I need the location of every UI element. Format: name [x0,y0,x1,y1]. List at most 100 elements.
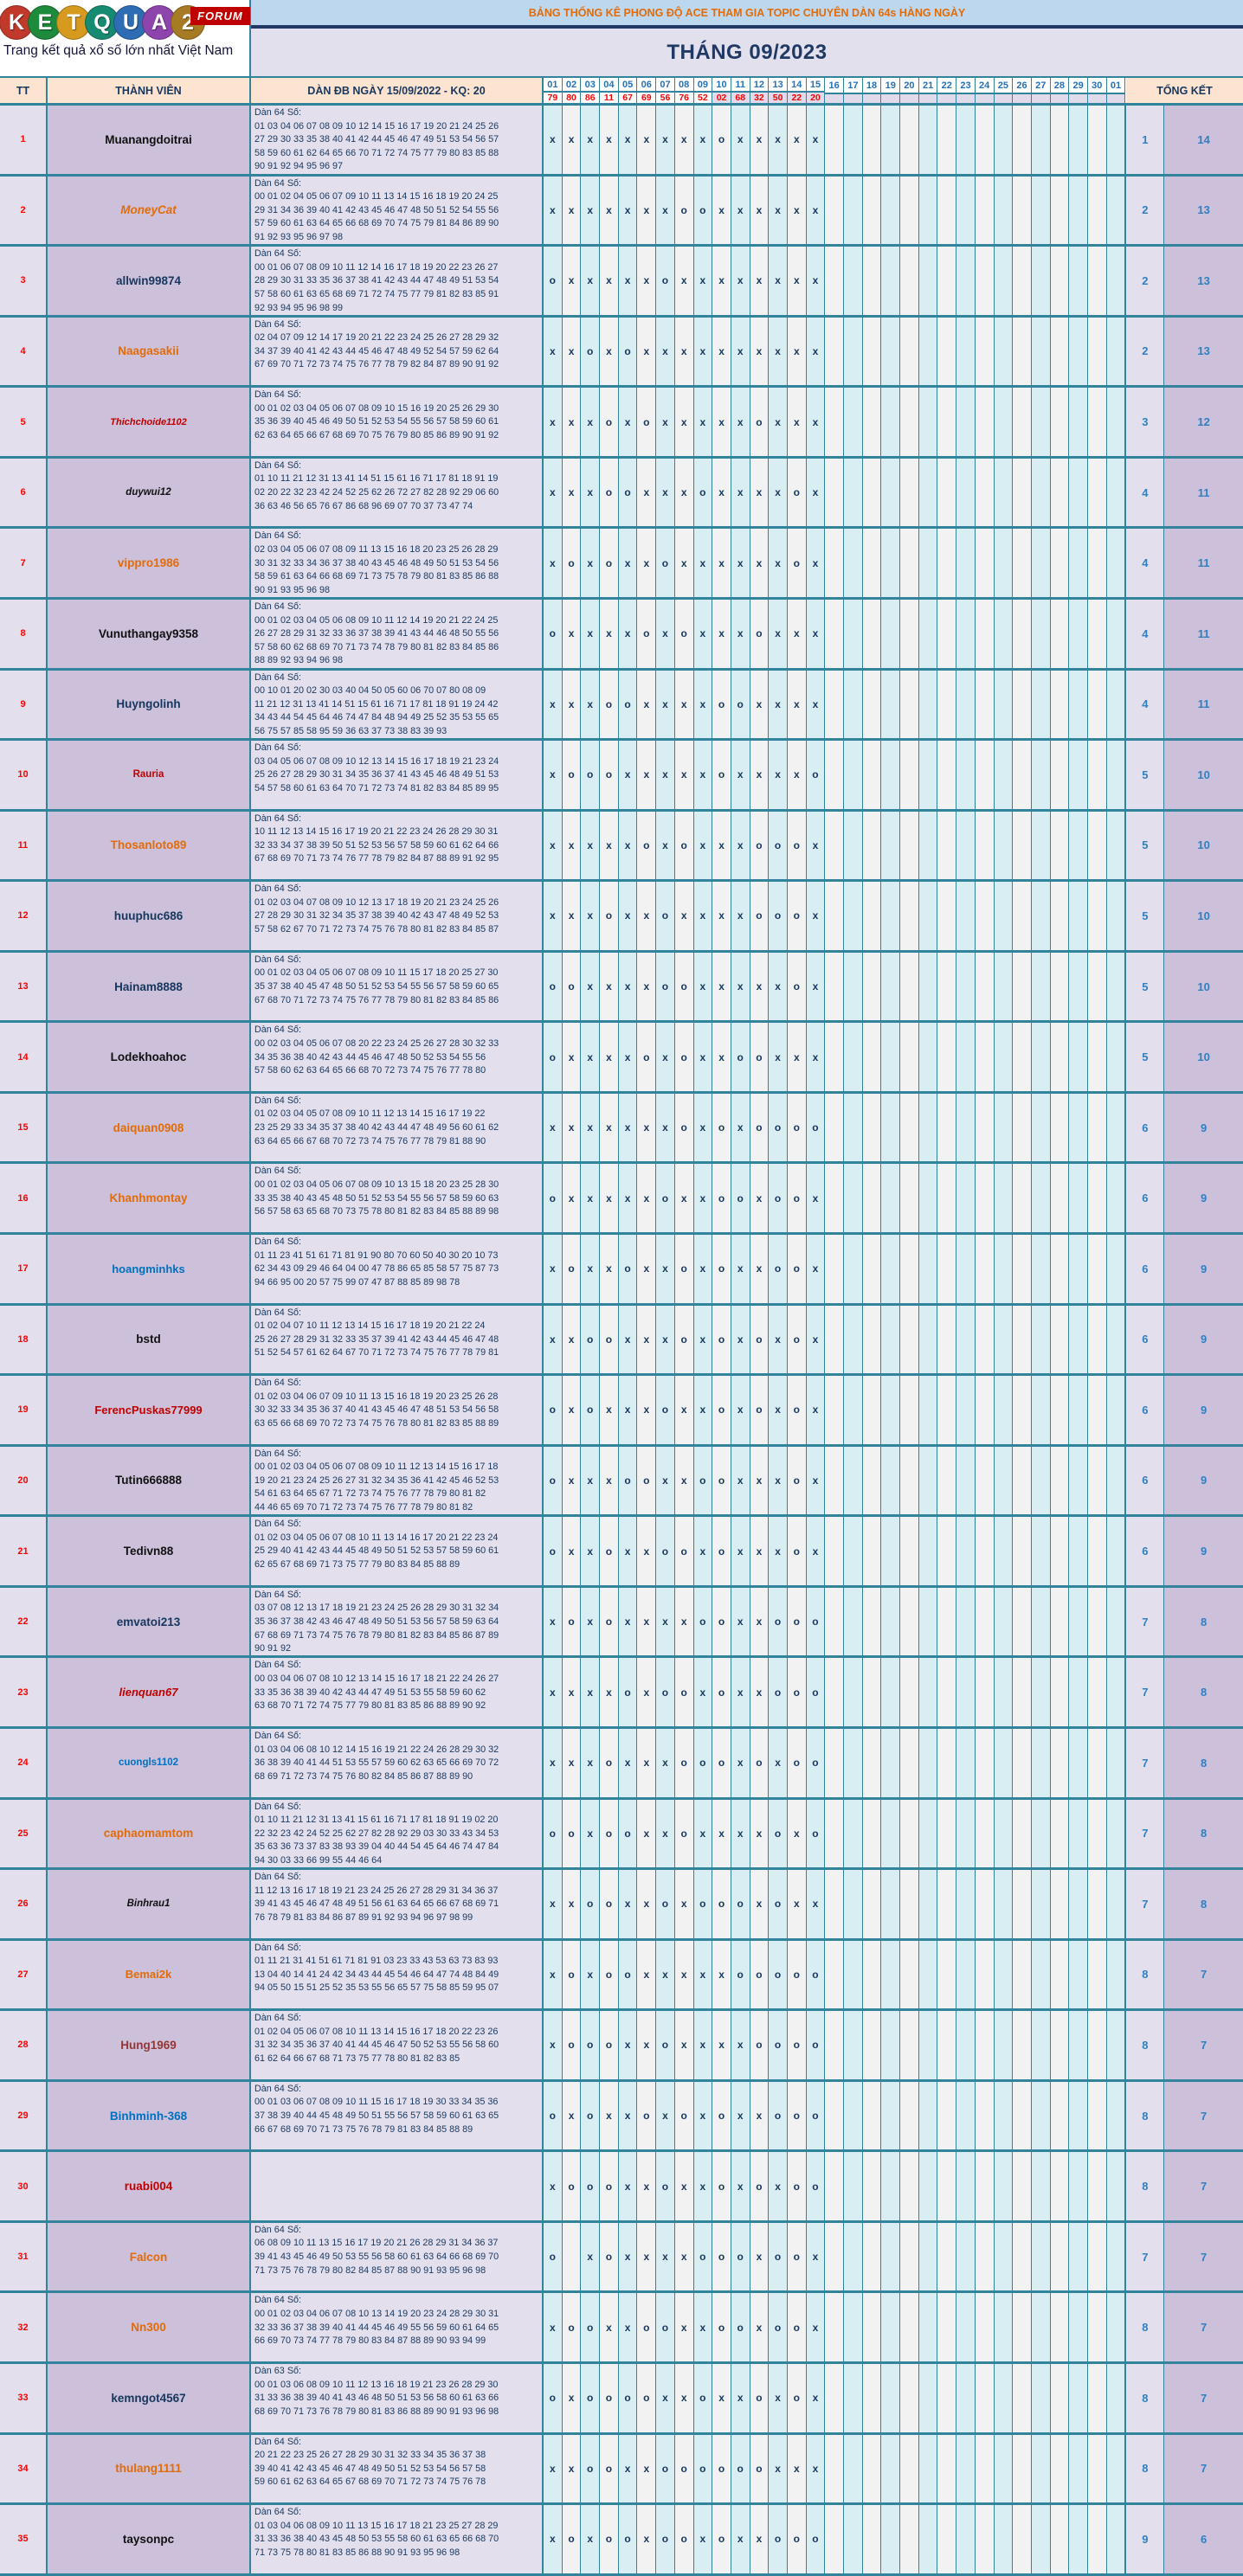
day-mark-cell [1013,1093,1032,1162]
day-mark-cell: x [581,1658,601,1726]
member-name[interactable]: allwin99874 [115,273,182,287]
day-mark-cell: o [674,811,694,880]
member-name[interactable]: Vunuthangay9358 [98,626,199,640]
member-name[interactable]: Falcon [129,2250,168,2264]
member-cell: kemngot4567 [48,2364,251,2432]
table-row: 26 Binhrau1 Dàn 64 Số: 11 12 13 16 17 18 19… [0,1870,1243,1941]
member-name[interactable]: Hainam8888 [114,980,183,993]
member-name[interactable]: duywui12 [126,487,171,498]
day-mark-cell: x [581,1940,601,2009]
total-value: 8 [1164,1870,1243,1938]
day-mark-cell [918,106,938,174]
member-name[interactable]: Thosanloto89 [110,838,187,852]
day-mark-cell: o [600,2222,619,2291]
member-name[interactable]: thulang1111 [115,2462,182,2476]
day-mark-cell [1013,1870,1032,1938]
member-name[interactable]: lienquan67 [119,1686,178,1699]
member-name[interactable]: Nn300 [131,2321,166,2335]
table-row: 22 emvatoi213 Dàn 64 Số: 03 07 08 12 13 17 … [0,1587,1243,1659]
day-mark-cell [918,2081,938,2150]
dan-numbers-cell: Dàn 64 Số: 20 21 22 23 25 26 27 28 29 30 … [251,2434,544,2503]
dan-numbers-cell: Dàn 64 Số: 01 10 11 21 12 31 13 41 14 51 … [251,458,544,527]
day-mark-cell: o [787,1728,807,1797]
day-mark-cell: x [600,176,619,245]
day-mark-cell [900,1446,919,1515]
member-name[interactable]: Muanangdoitrai [105,132,192,146]
member-name[interactable]: daiquan0908 [113,1121,184,1134]
member-name[interactable]: huuphuc686 [113,909,184,922]
member-name[interactable]: Huyngolinh [116,697,181,711]
member-name[interactable]: Binhminh-368 [109,2109,188,2123]
member-name[interactable]: Rauria [132,769,164,781]
member-name[interactable]: MoneyCat [120,203,177,217]
day-mark-cell: o [618,1235,638,1303]
day-mark-cell: x [693,247,713,315]
day-mark-cell: o [656,529,675,597]
dan-numbers-cell: Dàn 64 Số: 01 02 03 04 05 07 08 09 10 11 … [251,1093,544,1162]
dan-line: Dàn 64 Số: [254,742,302,754]
dan-line: 35 63 36 73 37 83 38 93 39 04 40 44 54 4… [254,1841,499,1853]
day-mark-cell [956,1093,976,1162]
day-mark-cell [1106,811,1126,880]
dan-line: 28 29 30 31 33 35 36 37 38 41 42 43 44 4… [254,275,499,286]
day-mark-cell [937,1164,957,1232]
rank-value: 5 [1125,882,1165,950]
dan-numbers-cell: Dàn 64 Số: 01 10 11 21 12 31 13 41 15 61 … [251,1799,544,1868]
day-mark-cell: x [712,2011,731,2079]
day-mark-cell: o [787,1164,807,1232]
result-value: 68 [731,93,750,103]
day-mark-cell [900,317,919,386]
day-mark-cell [994,2293,1014,2361]
day-mark-cell: x [618,2434,638,2503]
table-row: 34 thulang1111 Dàn 64 Số: 20 21 22 23 25 26… [0,2434,1243,2506]
day-mark-cell: x [581,247,601,315]
member-name[interactable]: Binhrau1 [126,1898,171,1910]
result-value [900,94,918,103]
member-name[interactable]: Tedivn88 [123,1545,174,1558]
member-name[interactable]: Naagasakii [118,344,179,358]
member-name[interactable]: ruabi004 [124,2180,173,2194]
day-mark-cell [1050,2222,1070,2291]
day-mark-cell: x [787,2434,807,2503]
member-name[interactable]: taysonpc [122,2532,175,2546]
day-mark-cell: o [562,2152,582,2220]
day-mark-cell: x [562,388,582,456]
dan-numbers-cell: Dàn 64 Số: 00 01 02 03 04 05 06 07 08 09 … [251,388,544,456]
row-number: 20 [0,1446,48,1515]
dan-line: 01 03 04 06 08 09 10 11 13 15 16 17 18 2… [254,2520,499,2531]
result-value: 69 [637,93,656,103]
member-name[interactable]: emvatoi213 [116,1615,181,1628]
day-mark-cell: x [618,1376,638,1444]
day-mark-cell: x [562,247,582,315]
member-name[interactable]: Khanhmontay [109,1192,188,1205]
dan-line: Dàn 64 Số: [254,1237,302,1247]
member-name[interactable]: vippro1986 [117,556,180,570]
day-mark-cell: x [674,670,694,739]
day-mark-cell [1106,1305,1126,1374]
member-name[interactable]: Bemai2k [125,1968,172,1982]
total-value: 11 [1164,458,1243,527]
day-mark-cell: o [693,1728,713,1797]
day-mark-cell [862,2434,882,2503]
day-mark-cell [1013,1164,1032,1232]
dan-line: 13 04 40 14 41 24 42 34 43 44 45 54 46 6… [254,1969,499,1980]
day-mark-cell [918,1870,938,1938]
member-name[interactable]: kemngot4567 [111,2391,186,2405]
member-name[interactable]: caphaomamtom [103,1827,194,1840]
member-name[interactable]: Thichchoide1102 [110,416,187,427]
member-name[interactable]: Hung1969 [120,2038,177,2052]
day-mark-cell [937,741,957,809]
day-mark-cell: o [674,1658,694,1726]
day-mark-cell [900,1376,919,1444]
member-cell: allwin99874 [48,247,251,315]
member-name[interactable]: Lodekhoahoc [110,1050,187,1064]
day-mark-cell [1031,388,1051,456]
member-name[interactable]: Tutin666888 [114,1474,183,1487]
day-mark-cell [1031,317,1051,386]
date-label: 02 [562,78,581,93]
member-name[interactable]: cuongls1102 [118,1757,179,1769]
member-name[interactable]: hoangminhks [112,1262,185,1275]
member-name[interactable]: FerencPuskas77999 [94,1403,203,1416]
member-name[interactable]: bstd [136,1333,161,1346]
